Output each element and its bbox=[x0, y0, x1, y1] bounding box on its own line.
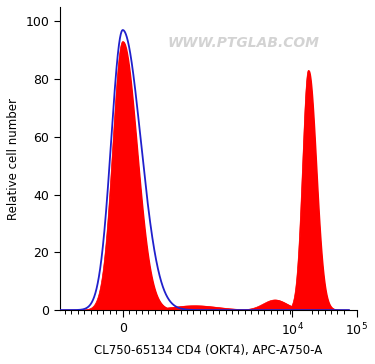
Text: WWW.PTGLAB.COM: WWW.PTGLAB.COM bbox=[168, 36, 320, 50]
Y-axis label: Relative cell number: Relative cell number bbox=[7, 98, 20, 219]
X-axis label: CL750-65134 CD4 (OKT4), APC-A750-A: CL750-65134 CD4 (OKT4), APC-A750-A bbox=[94, 344, 322, 357]
